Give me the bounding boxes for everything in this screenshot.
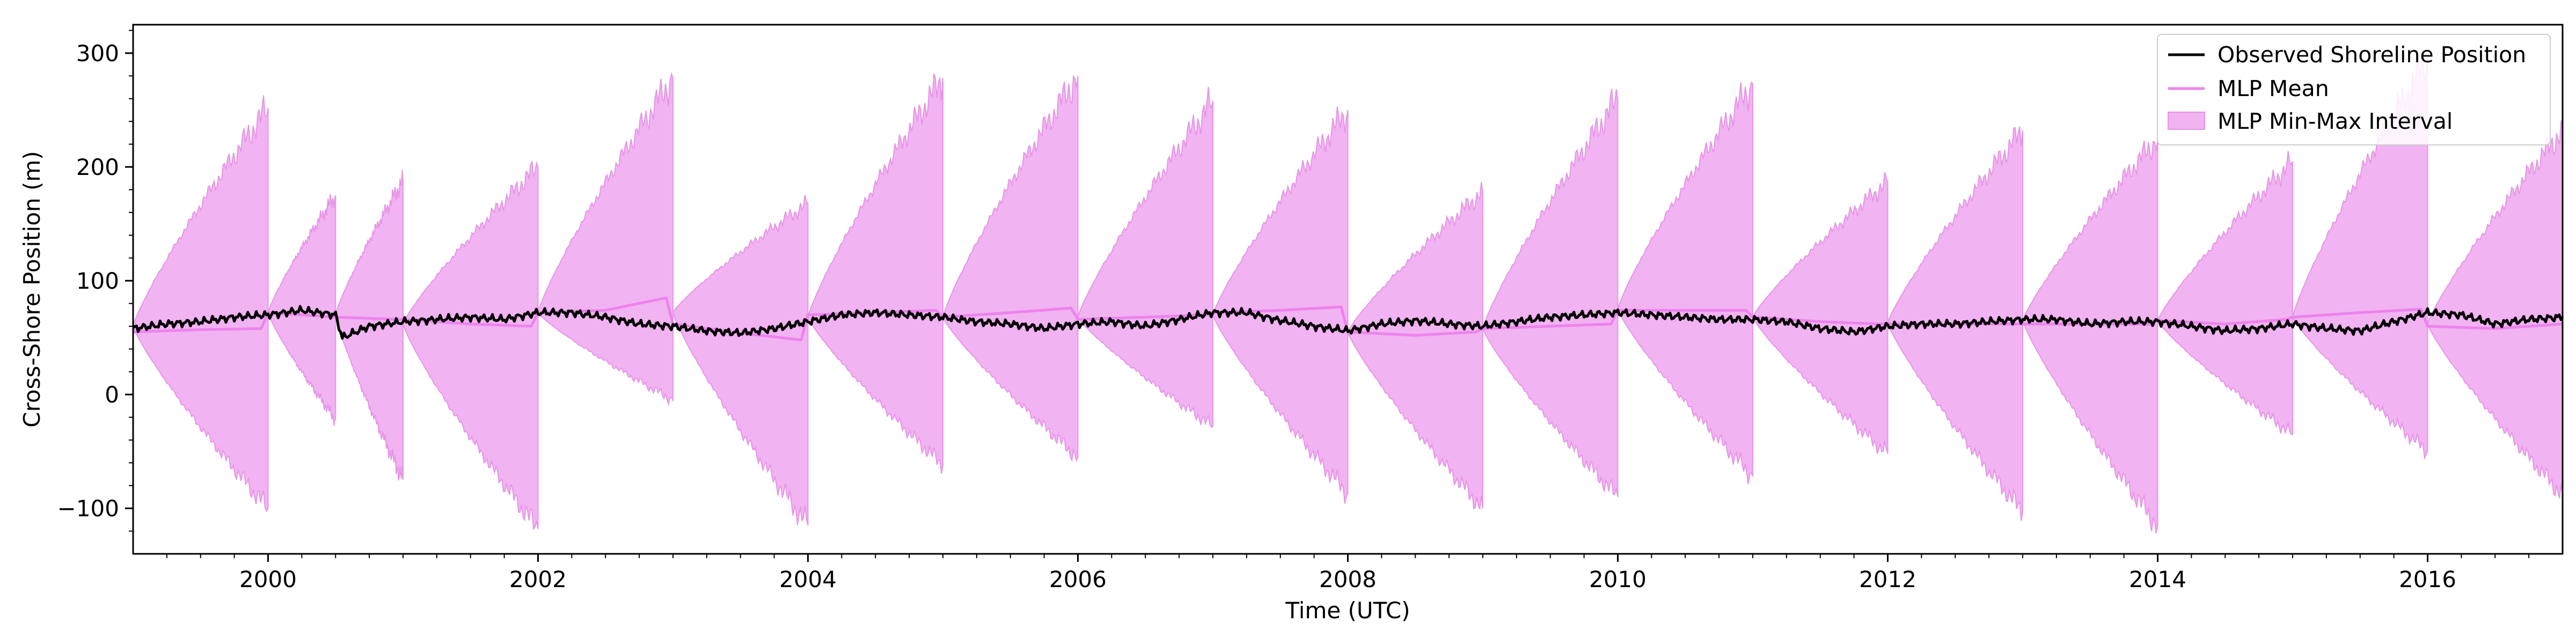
interval-band-16 bbox=[2022, 138, 2158, 533]
y-tick-label: 0 bbox=[105, 382, 119, 408]
y-tick-label: 200 bbox=[76, 154, 119, 180]
interval-band-4 bbox=[402, 160, 539, 531]
interval-band-17 bbox=[2157, 151, 2293, 435]
observed-layer bbox=[132, 305, 2564, 340]
legend-swatch-interval bbox=[2168, 112, 2205, 130]
legend-label-interval: MLP Min-Max Interval bbox=[2218, 108, 2453, 134]
x-tick-label: 2010 bbox=[1589, 566, 1646, 592]
y-tick-label: 100 bbox=[76, 268, 119, 294]
legend-label-observed: Observed Shoreline Position bbox=[2218, 42, 2526, 68]
x-tick-label: 2008 bbox=[1319, 566, 1377, 592]
interval-band-11 bbox=[1347, 182, 1483, 510]
interval-band-18 bbox=[2292, 55, 2428, 460]
y-axis: −100 0 100 200 300 bbox=[57, 30, 133, 532]
x-tick-label: 2002 bbox=[509, 566, 567, 592]
legend: Observed Shoreline Position MLP Mean MLP… bbox=[2157, 34, 2551, 145]
legend-label-mean: MLP Mean bbox=[2218, 76, 2329, 101]
x-tick-label: 2000 bbox=[239, 566, 297, 592]
interval-band-6 bbox=[672, 195, 809, 526]
x-tick-label: 2016 bbox=[2399, 566, 2456, 592]
legend-box bbox=[2157, 34, 2551, 145]
interval-band-10 bbox=[1212, 106, 1349, 504]
x-tick-label: 2012 bbox=[1859, 566, 1916, 592]
interval-band-12 bbox=[1482, 89, 1619, 497]
interval-band-1 bbox=[132, 95, 269, 513]
y-axis-title: Cross-Shore Position (m) bbox=[19, 151, 45, 427]
x-tick-label: 2004 bbox=[779, 566, 837, 592]
interval-band-8 bbox=[942, 74, 1079, 463]
x-axis-title: Time (UTC) bbox=[1285, 597, 1410, 624]
interval-band-7 bbox=[807, 74, 943, 474]
x-tick-label: 2006 bbox=[1049, 566, 1107, 592]
interval-band-14 bbox=[1752, 172, 1889, 454]
x-tick-label: 2014 bbox=[2129, 566, 2186, 592]
y-tick-label: −100 bbox=[57, 495, 119, 522]
y-tick-label: 300 bbox=[76, 40, 119, 67]
x-axis: 2000 2002 2004 2006 2008 2010 2012 2014 2016 bbox=[166, 554, 2530, 592]
observed-shoreline-line bbox=[132, 305, 2564, 340]
interval-band-9 bbox=[1077, 87, 1213, 428]
interval-band-13 bbox=[1617, 81, 1753, 485]
